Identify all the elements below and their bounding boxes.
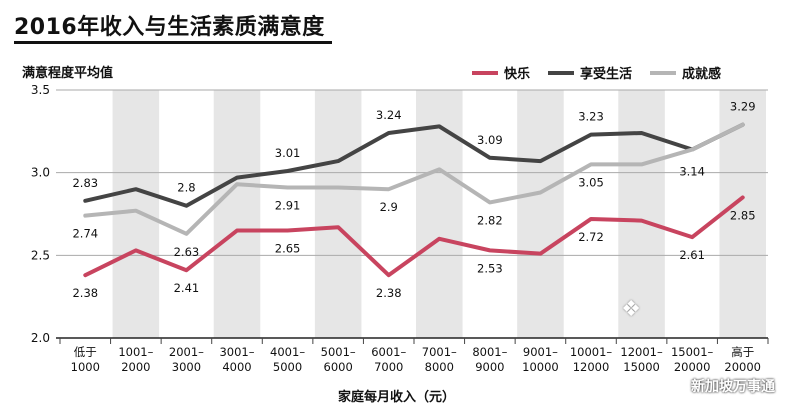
y-axis-label: 满意程度平均值 (22, 66, 114, 81)
data-label: 3.29 (730, 100, 756, 114)
data-label: 3.14 (679, 165, 705, 179)
legend: 快乐 享受生活 成就感 (472, 63, 739, 82)
data-label: 2.74 (72, 227, 98, 241)
x-tick-label: 3001– (219, 345, 254, 359)
x-tick-label: 9001– (523, 345, 558, 359)
y-tick-label: 2.0 (31, 331, 50, 345)
chart-title: 2016年收入与生活素质满意度 (14, 15, 325, 40)
legend-item-enjoy-life: 享受生活 (548, 63, 632, 82)
data-label: 2.61 (679, 248, 705, 262)
data-label: 2.38 (72, 286, 98, 300)
x-tick-label: 2001– (169, 345, 204, 359)
data-label: 3.05 (578, 175, 604, 189)
legend-label-happiness: 快乐 (504, 67, 531, 82)
x-tick-label: 7001– (422, 345, 457, 359)
data-label: 2.85 (730, 208, 756, 222)
column-band (314, 90, 362, 338)
data-label: 2.8 (177, 181, 195, 195)
column-band (517, 90, 564, 338)
column-band (213, 90, 261, 338)
x-tick-label: 4001– (270, 345, 305, 359)
watermark: 新加坡万事通 (691, 379, 775, 395)
data-label: 3.23 (578, 110, 604, 124)
wechat-icon: ❖ (621, 297, 641, 322)
series-line-2 (83, 122, 745, 236)
legend-swatch-achievement (650, 70, 677, 75)
data-label: 3.01 (275, 146, 301, 160)
legend-label-enjoy-life: 享受生活 (580, 67, 633, 82)
x-tick-label: 20000 (674, 360, 711, 374)
data-label: 3.09 (477, 133, 503, 147)
x-tick-label: 15000 (623, 360, 660, 374)
x-tick-label: 5001– (321, 345, 356, 359)
x-tick-label: 10001– (570, 345, 613, 359)
x-tick-label: 6001– (371, 345, 406, 359)
data-label: 2.91 (275, 199, 301, 213)
x-axis-label: 家庭每月收入（元） (337, 390, 455, 405)
data-label: 2.38 (376, 286, 402, 300)
series-line-1 (83, 122, 745, 208)
x-tick-label: 15001– (671, 345, 714, 359)
legend-item-happiness: 快乐 (472, 63, 530, 82)
data-label: 2.82 (477, 213, 503, 227)
x-tick-label: 6000 (324, 360, 353, 374)
data-label: 2.9 (380, 200, 398, 214)
x-tick-label: 8000 (425, 360, 454, 374)
data-label: 2.83 (72, 176, 98, 190)
x-tick-label: 12001– (620, 345, 663, 359)
x-tick-label: 1000 (71, 360, 100, 374)
title-underline (14, 41, 332, 44)
legend-swatch-enjoy-life (548, 70, 575, 75)
x-tick-label: 低于 (74, 345, 97, 359)
y-tick-label: 3.0 (31, 166, 50, 180)
data-label: 2.53 (477, 261, 503, 275)
x-tick-label: 9000 (475, 360, 504, 374)
column-band (416, 90, 463, 338)
legend-item-achievement: 成就感 (650, 63, 721, 82)
x-tick-label: 4000 (222, 360, 251, 374)
x-tick-label: 12000 (573, 360, 610, 374)
series-lines (83, 122, 745, 278)
x-tick-label: 10000 (522, 360, 559, 374)
x-tick-label: 5000 (273, 360, 302, 374)
x-tick-label: 3000 (172, 360, 201, 374)
x-tick-label: 高于 (731, 345, 754, 359)
data-label: 3.24 (376, 108, 402, 122)
series-line-0 (83, 195, 745, 278)
legend-swatch-happiness (472, 70, 498, 75)
data-labels: 2.38 2.41 2.65 2.38 2.53 2.72 2.61 2.85 2.83 2.8 3… (72, 100, 755, 300)
y-tick-label: 2.5 (31, 248, 50, 262)
legend-label-achievement: 成就感 (682, 67, 722, 82)
x-tick-label: 2000 (121, 360, 150, 374)
column-bands (112, 90, 766, 338)
x-tick-label: 20000 (724, 360, 761, 374)
data-label: 2.72 (578, 230, 604, 244)
data-label: 2.65 (275, 242, 301, 256)
x-tick-label: 8001– (472, 345, 507, 359)
data-label: 2.41 (174, 281, 200, 295)
x-tick-label: 7000 (374, 360, 403, 374)
y-tick-label: 3.5 (31, 83, 50, 97)
data-label: 2.63 (174, 245, 200, 259)
x-tick-label: 1001– (118, 345, 153, 359)
